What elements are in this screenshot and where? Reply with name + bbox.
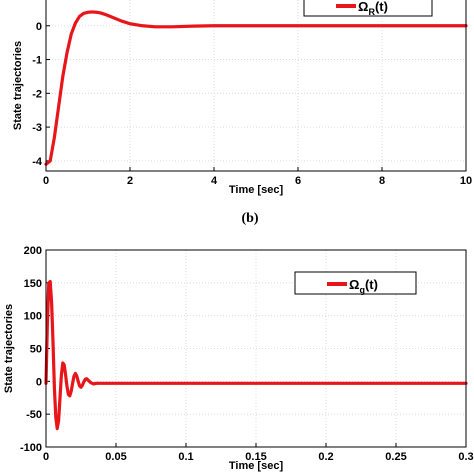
x-axis-label: Time [sec]	[229, 184, 284, 196]
y-axis-label: State trajectories	[3, 304, 15, 393]
y-tick-label: -2	[32, 88, 42, 100]
x-axis-label: Time [sec]	[229, 460, 284, 472]
y-tick-label: 0	[36, 376, 42, 388]
y-tick-label: 0	[36, 21, 42, 33]
x-tick-label: 0.3	[458, 451, 473, 463]
axes-frame	[45, 0, 467, 172]
x-tick-label: 10	[460, 175, 472, 187]
legend-label: Ωg(t)	[349, 277, 378, 295]
x-tick-label: 4	[211, 175, 218, 187]
y-tick-label: 150	[24, 278, 42, 290]
y-tick-label: -4	[32, 156, 43, 168]
x-tick-label: 0.1	[178, 451, 193, 463]
y-tick-label: -100	[20, 442, 42, 454]
x-tick-label: 0.05	[105, 451, 126, 463]
x-tick-label: 8	[379, 175, 385, 187]
chart-0: 0 2 4 6 8 10 0 -1 -2 -3 -4 Time [sec] State trajecto…	[12, 0, 472, 196]
x-tick-label: 0	[43, 175, 49, 187]
y-tick-label: 100	[24, 311, 42, 323]
y-tick-label: -3	[32, 122, 42, 134]
x-tick-label: 6	[295, 175, 301, 187]
axes-frame	[45, 249, 467, 448]
x-tick-label: 0.15	[245, 451, 266, 463]
x-tick-label: 2	[127, 175, 133, 187]
legend-box	[294, 271, 417, 295]
x-tick-label: 0.2	[318, 451, 333, 463]
y-tick-label: -50	[26, 409, 42, 421]
y-tick-label: -1	[32, 55, 42, 67]
y-tick-label: 200	[24, 245, 42, 257]
y-tick-label: 50	[30, 344, 42, 356]
x-tick-label: 0.25	[385, 451, 406, 463]
x-tick-label: 0	[43, 451, 49, 463]
chart-1: 0 0.05 0.1 0.15 0.2 0.25 0.3 200 150 100 50 0 -50 -10…	[3, 245, 474, 472]
series-line	[44, 10, 468, 166]
panel-label: (b)	[241, 211, 258, 226]
plot-area	[46, 0, 466, 171]
y-axis-label: State trajectories	[12, 41, 24, 130]
series-line	[44, 279, 468, 431]
legend-label: ΩR(t)	[358, 0, 388, 17]
